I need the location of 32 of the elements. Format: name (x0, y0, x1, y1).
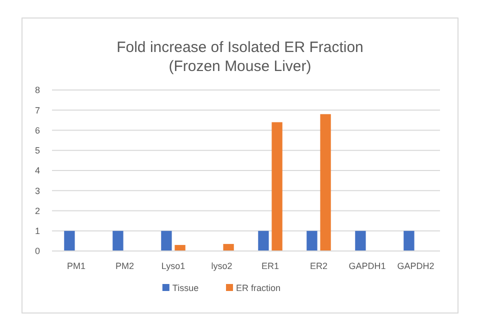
y-tick-label: 0 (34, 246, 40, 256)
bar (258, 230, 269, 251)
bar (355, 230, 366, 251)
bar (64, 230, 75, 251)
bar (320, 114, 331, 251)
chart-title: Fold increase of Isolated ER Fraction (116, 39, 364, 56)
x-tick-label: Lyso1 (161, 261, 186, 271)
x-tick-label: ER1 (261, 261, 280, 271)
legend-label: Tissue (172, 283, 199, 294)
bar (223, 244, 234, 251)
x-tick-label: PM2 (115, 261, 134, 271)
x-tick-label: GAPDH2 (397, 261, 434, 271)
x-tick-label: lyso2 (211, 261, 232, 271)
y-tick-label: 1 (34, 226, 40, 236)
bar (112, 230, 124, 251)
chart-subtitle: (Frozen Mouse Liver) (168, 58, 312, 75)
y-tick-label: 5 (34, 146, 40, 156)
y-tick-label: 3 (34, 186, 40, 196)
bar (404, 230, 414, 251)
y-tick-label: 8 (34, 85, 40, 96)
x-tick-label: PM1 (66, 261, 86, 271)
x-tick-label: ER2 (310, 261, 328, 271)
y-tick-label: 6 (34, 125, 40, 136)
y-tick-label: 2 (34, 206, 40, 216)
bar (306, 230, 318, 251)
legend-label: ER fraction (236, 283, 281, 294)
bar (272, 122, 282, 251)
y-tick-label: 4 (34, 166, 40, 176)
bar (161, 230, 172, 251)
bar (174, 244, 186, 251)
x-tick-label: GAPDH1 (348, 261, 386, 271)
y-tick-label: 7 (34, 105, 40, 116)
